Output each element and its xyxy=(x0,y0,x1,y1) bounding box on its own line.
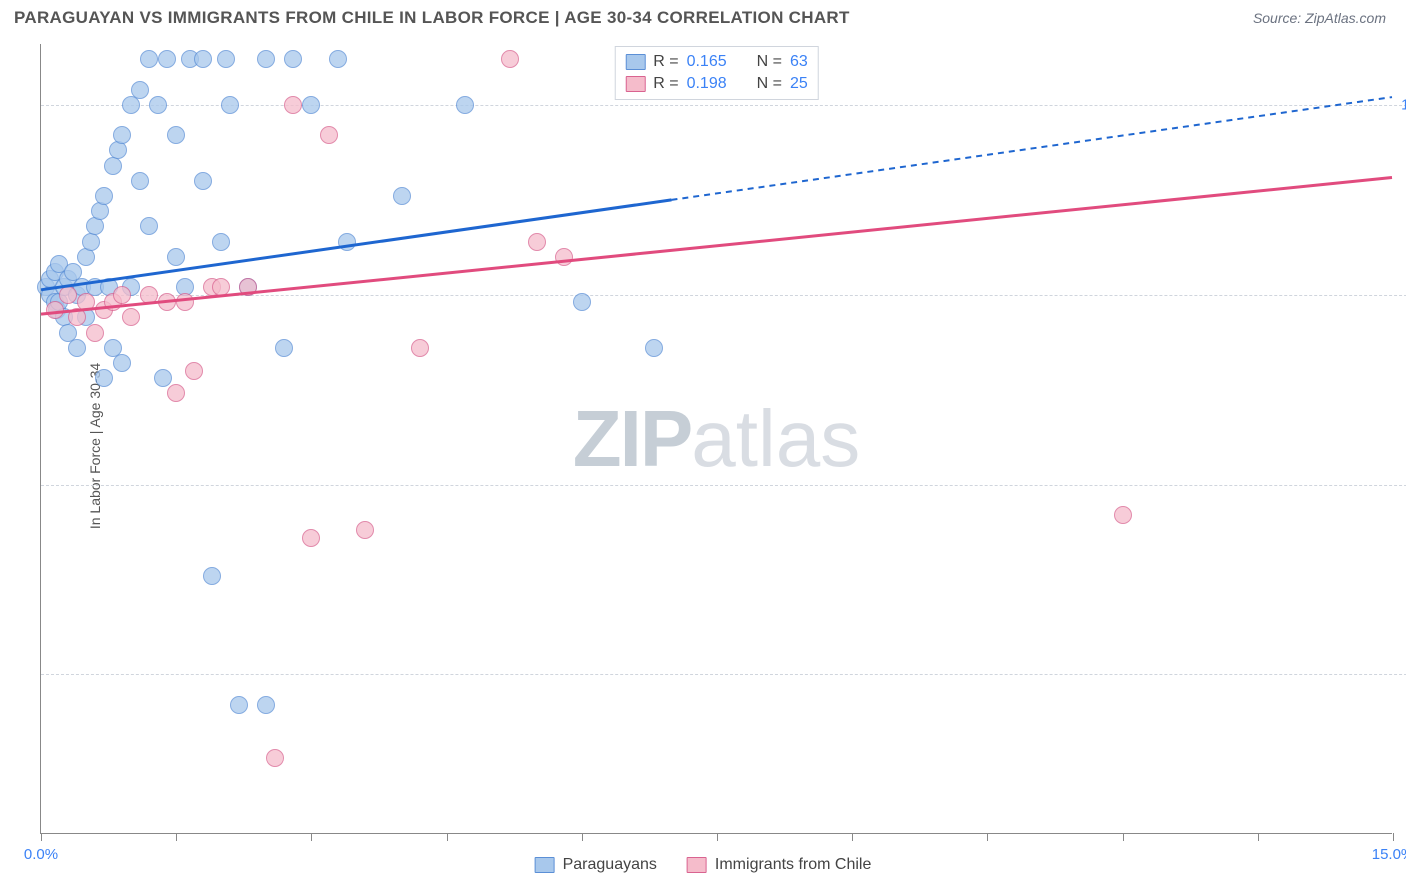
x-tick xyxy=(987,833,988,841)
source-label: Source: ZipAtlas.com xyxy=(1253,10,1386,26)
trendline-dashed xyxy=(671,97,1392,200)
legend-swatch xyxy=(687,857,707,873)
n-value: 63 xyxy=(790,53,808,71)
y-tick-label: 75.0% xyxy=(1396,476,1406,493)
x-tick xyxy=(852,833,853,841)
x-tick xyxy=(1123,833,1124,841)
r-label: R = xyxy=(653,53,678,71)
trendline xyxy=(41,178,1392,315)
trendlines-layer xyxy=(41,44,1392,833)
legend-item: Immigrants from Chile xyxy=(687,856,871,874)
stats-legend-row: R = 0.198 N = 25 xyxy=(625,73,808,95)
stats-legend-row: R = 0.165 N = 63 xyxy=(625,51,808,73)
legend-item: Paraguayans xyxy=(535,856,657,874)
legend-label: Paraguayans xyxy=(563,856,657,874)
y-tick-label: 100.0% xyxy=(1396,96,1406,113)
y-tick-label: 87.5% xyxy=(1396,286,1406,303)
x-tick xyxy=(1258,833,1259,841)
x-tick xyxy=(176,833,177,841)
trendline xyxy=(41,200,671,290)
x-tick xyxy=(582,833,583,841)
chart-area: ZIPatlas R =0.165N =63R =0.198N =25 62.5… xyxy=(40,44,1392,834)
x-tick xyxy=(1393,833,1394,841)
series-legend: Paraguayans Immigrants from Chile xyxy=(535,856,872,874)
y-tick-label: 62.5% xyxy=(1396,666,1406,683)
x-tick xyxy=(41,833,42,841)
x-tick xyxy=(447,833,448,841)
stats-legend: R = 0.165 N = 63 R = 0.198 N = 25 xyxy=(614,46,819,100)
n-label: N = xyxy=(757,75,782,93)
r-value: 0.198 xyxy=(687,75,727,93)
r-label: R = xyxy=(653,75,678,93)
n-label: N = xyxy=(757,53,782,71)
x-tick xyxy=(717,833,718,841)
legend-swatch xyxy=(625,54,645,70)
x-tick xyxy=(311,833,312,841)
r-value: 0.165 xyxy=(687,53,727,71)
n-value: 25 xyxy=(790,75,808,93)
legend-swatch xyxy=(535,857,555,873)
x-tick-label: 0.0% xyxy=(24,846,58,863)
legend-label: Immigrants from Chile xyxy=(715,856,871,874)
x-tick-label: 15.0% xyxy=(1372,846,1406,863)
chart-title: PARAGUAYAN VS IMMIGRANTS FROM CHILE IN L… xyxy=(14,8,850,28)
legend-swatch xyxy=(625,76,645,92)
